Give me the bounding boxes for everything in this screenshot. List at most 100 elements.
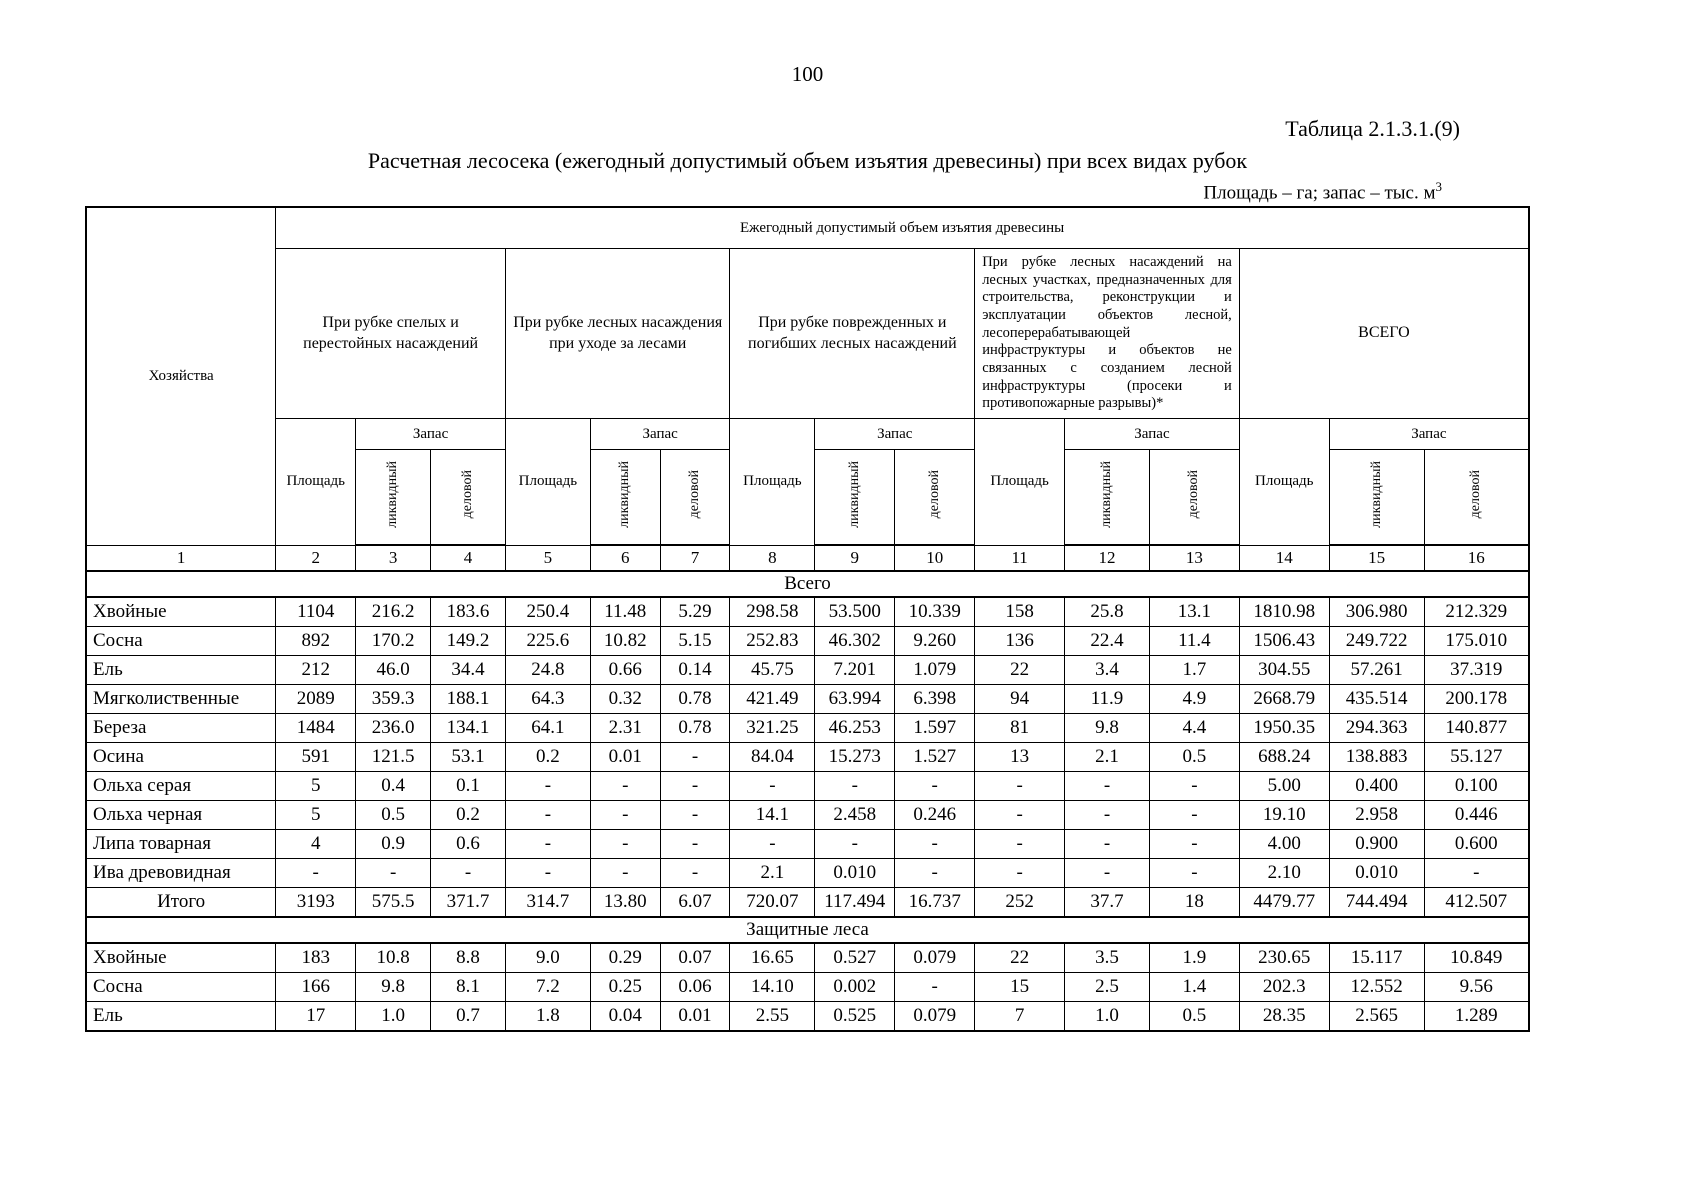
value-cell: 9.260 [894,626,976,656]
value-cell: 202.3 [1238,972,1330,1002]
units-superscript: 3 [1435,179,1443,194]
value-cell: 0.100 [1423,771,1530,801]
value-cell: - [1064,800,1150,830]
table-row: Хвойные 183 10.8 8.8 9.0 0.29 0.07 16.65 0.527 0.… [85,942,1530,973]
value-cell: 15.273 [814,742,896,772]
value-cell: - [504,771,591,801]
value-cell: - [1148,829,1240,859]
value-cell: 1950.35 [1238,713,1330,743]
table-label: Таблица 2.1.3.1.(9) [1285,116,1460,141]
value-cell: 16.737 [894,887,976,918]
value-cell: 0.66 [589,655,661,685]
header-area-5: Площадь [1238,418,1330,546]
vertical-label: деловой [687,470,703,519]
value-cell: 166 [275,972,357,1002]
value-cell: 2.55 [729,1001,816,1032]
table-row: Ель 17 1.0 0.7 1.8 0.04 0.01 2.55 0.525 0.079 7 1.0… [85,1001,1530,1032]
header-group-mature: При рубке спелых и перестойных насаждени… [275,248,506,419]
value-cell: 892 [275,626,357,656]
value-cell: 57.261 [1328,655,1425,685]
value-cell: 9.56 [1423,972,1530,1002]
allowable-cut-table: Хозяйства Ежегодный допустимый объем изъ… [85,206,1530,1032]
header-stock-4: Запас [1064,418,1240,450]
section-title: Защитные леса [85,916,1530,944]
header-liquid-3: ликвидный [814,449,896,546]
value-cell: 1.0 [1064,1001,1150,1032]
row-label: Итого [85,887,277,918]
value-cell: 149.2 [430,626,506,656]
header-stock-3: Запас [814,418,976,450]
value-cell: 1.0 [355,1001,432,1032]
column-number: 4 [430,544,506,572]
vertical-label: ликвидный [385,461,401,528]
value-cell: 252 [974,887,1066,918]
column-number: 16 [1423,544,1530,572]
value-cell: - [504,829,591,859]
header-area-1: Площадь [275,418,357,546]
value-cell: - [355,858,432,888]
value-cell: 0.5 [1148,1001,1240,1032]
value-cell: 4.4 [1148,713,1240,743]
table-row: Осина 591 121.5 53.1 0.2 0.01-84.04 15.273 1.52… [85,742,1530,772]
value-cell: 7 [974,1001,1066,1032]
header-merch-2: деловой [659,449,731,546]
table-row: Ольха черная 5 0.5 0.2- - -14.1 2.458 0.246- - -1… [85,800,1530,830]
column-number: 6 [589,544,661,572]
value-cell: 0.600 [1423,829,1530,859]
value-cell: 15.117 [1328,942,1425,973]
value-cell: 744.494 [1328,887,1425,918]
value-cell: 28.35 [1238,1001,1330,1032]
value-cell: 0.06 [659,972,731,1002]
header-merch-1: деловой [430,449,506,546]
value-cell: 0.246 [894,800,976,830]
value-cell: - [1064,771,1150,801]
value-cell: - [1148,800,1240,830]
value-cell: 22 [974,942,1066,973]
value-cell: - [430,858,506,888]
value-cell: 1.7 [1148,655,1240,685]
value-cell: 117.494 [814,887,896,918]
value-cell: 37.7 [1064,887,1150,918]
value-cell: 34.4 [430,655,506,685]
column-number: 11 [974,544,1066,572]
value-cell: 2.1 [729,858,816,888]
column-number: 12 [1064,544,1150,572]
value-cell: - [275,858,357,888]
value-cell: 81 [974,713,1066,743]
value-cell: - [974,771,1066,801]
value-cell: 5 [275,771,357,801]
value-cell: 0.6 [430,829,506,859]
value-cell: 688.24 [1238,742,1330,772]
value-cell: 4479.77 [1238,887,1330,918]
value-cell: 294.363 [1328,713,1425,743]
header-liquid-4: ликвидный [1064,449,1150,546]
value-cell: 314.7 [504,887,591,918]
column-numbers-row: 1 2 3 4 5 6 7 8 9 10 11 12 13 14 15 16 [85,544,1530,572]
row-label: Ель [85,1001,277,1032]
value-cell: - [974,858,1066,888]
value-cell: 0.4 [355,771,432,801]
value-cell: 1810.98 [1238,596,1330,627]
value-cell: 2.458 [814,800,896,830]
table-title: Расчетная лесосека (ежегодный допустимый… [367,148,1248,173]
table-row: Итого 3193 575.5 371.7 314.7 13.80 6.07 720.07 1… [85,887,1530,918]
value-cell: 0.010 [814,858,896,888]
value-cell: - [1423,858,1530,888]
value-cell: 0.1 [430,771,506,801]
value-cell: 11.48 [589,596,661,627]
value-cell: 183.6 [430,596,506,627]
row-label: Хвойные [85,596,277,627]
value-cell: - [814,771,896,801]
column-number: 1 [85,544,277,572]
table-row: Хвойные 1104 216.2 183.6 250.4 11.48 5.29 298.5… [85,596,1530,627]
value-cell: 5 [275,800,357,830]
value-cell: 2.958 [1328,800,1425,830]
column-number: 10 [894,544,976,572]
value-cell: 252.83 [729,626,816,656]
value-cell: 53.500 [814,596,896,627]
value-cell: 0.78 [659,684,731,714]
page-number: 100 [791,62,824,86]
value-cell: 17 [275,1001,357,1032]
value-cell: 0.25 [589,972,661,1002]
